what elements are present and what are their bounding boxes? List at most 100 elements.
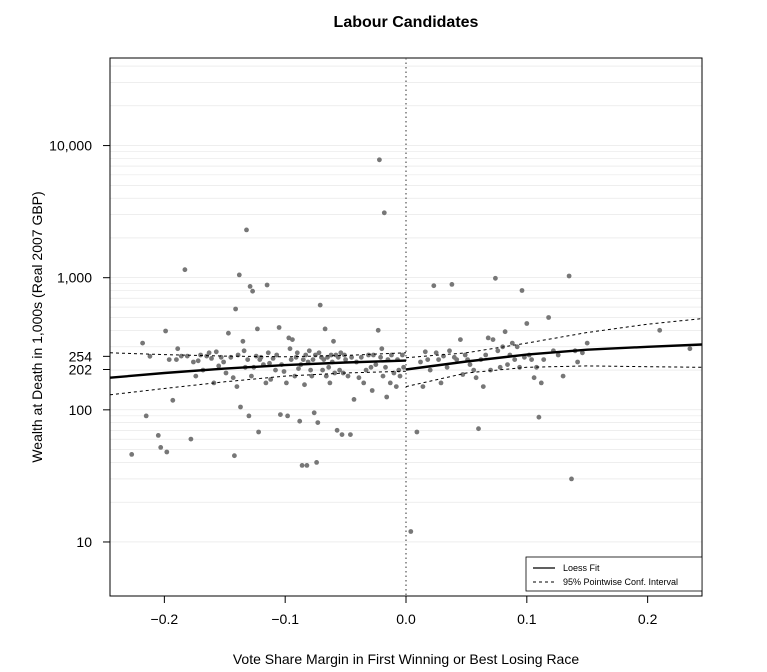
data-point: [236, 272, 242, 278]
data-point: [485, 335, 491, 341]
data-point: [284, 380, 289, 386]
data-point: [536, 414, 542, 420]
data-point: [433, 350, 439, 356]
data-point: [512, 357, 518, 362]
data-point: [369, 388, 375, 393]
data-point: [258, 354, 264, 360]
data-point: [178, 353, 184, 359]
data-point: [393, 384, 399, 389]
data-point: [273, 367, 278, 373]
data-point: [174, 357, 179, 362]
x-tick-label: 0.0: [396, 611, 416, 627]
data-point: [184, 353, 190, 359]
data-point: [311, 410, 317, 416]
data-point: [363, 367, 369, 373]
data-point: [323, 373, 329, 379]
data-point: [458, 337, 463, 342]
plot-area-frame: [109, 57, 703, 597]
data-point: [232, 453, 237, 459]
data-point: [230, 375, 236, 381]
data-point: [657, 327, 663, 333]
data-point: [317, 302, 323, 308]
data-point: [575, 359, 580, 365]
data-point: [255, 326, 260, 332]
data-point: [304, 463, 310, 468]
data-point: [488, 367, 493, 373]
chart-title: Labour Candidates: [334, 14, 479, 31]
data-point: [524, 321, 530, 326]
data-point: [480, 384, 486, 389]
data-point: [375, 327, 381, 333]
data-point: [401, 364, 406, 370]
data-point: [193, 373, 199, 379]
data-point: [175, 346, 181, 352]
data-point: [584, 340, 590, 346]
ci-lower-line: [109, 370, 407, 396]
data-point: [327, 380, 333, 386]
data-point: [454, 357, 460, 362]
data-point: [245, 357, 251, 362]
data-point: [300, 357, 306, 362]
data-point: [247, 284, 253, 289]
data-point: [263, 380, 269, 386]
data-point: [431, 283, 437, 289]
data-point: [687, 346, 693, 352]
data-point: [223, 370, 229, 376]
data-point: [387, 380, 393, 386]
data-point: [297, 418, 303, 424]
data-point: [328, 352, 334, 358]
x-axis-label: Vote Share Margin in First Winning or Be…: [233, 651, 579, 667]
data-point: [264, 282, 270, 288]
data-point: [170, 397, 176, 403]
y-tick-label: 1,000: [57, 270, 92, 286]
data-point: [541, 357, 547, 362]
data-point: [381, 210, 387, 216]
data-point: [460, 372, 466, 377]
data-point: [560, 373, 566, 379]
data-point: [166, 357, 172, 362]
data-point: [495, 348, 501, 354]
data-point: [493, 275, 498, 281]
data-point: [302, 382, 307, 388]
data-point: [240, 338, 246, 344]
data-point: [377, 157, 382, 163]
data-point: [250, 288, 256, 294]
data-points: [129, 157, 693, 534]
data-point: [195, 358, 201, 364]
data-point: [188, 436, 194, 442]
x-tick-label: 0.1: [517, 611, 537, 627]
data-point: [462, 352, 468, 358]
data-point: [490, 337, 496, 342]
data-point: [244, 227, 249, 233]
data-point: [546, 315, 551, 320]
data-point: [191, 359, 196, 365]
data-point: [371, 352, 376, 358]
data-point: [308, 367, 313, 373]
data-point: [233, 306, 239, 312]
data-point: [483, 352, 489, 358]
data-point: [373, 362, 379, 367]
data-point: [315, 420, 321, 425]
data-point: [331, 338, 336, 344]
data-point: [555, 352, 561, 358]
data-point: [384, 394, 390, 400]
fit-line: [405, 343, 703, 371]
data-point: [509, 340, 515, 346]
data-point: [379, 346, 385, 352]
data-point: [348, 432, 353, 437]
y-tick-label: 202: [69, 361, 93, 377]
data-point: [505, 362, 510, 367]
confidence-interval: [109, 318, 703, 396]
ci-upper-line: [109, 352, 407, 358]
data-point: [129, 452, 135, 457]
data-point: [278, 412, 283, 417]
data-point: [332, 370, 338, 376]
data-point: [566, 273, 572, 279]
data-point: [418, 359, 423, 365]
data-point: [447, 348, 452, 354]
data-point: [425, 357, 431, 362]
data-point: [436, 357, 441, 362]
data-point: [228, 354, 234, 360]
data-point: [267, 360, 272, 366]
